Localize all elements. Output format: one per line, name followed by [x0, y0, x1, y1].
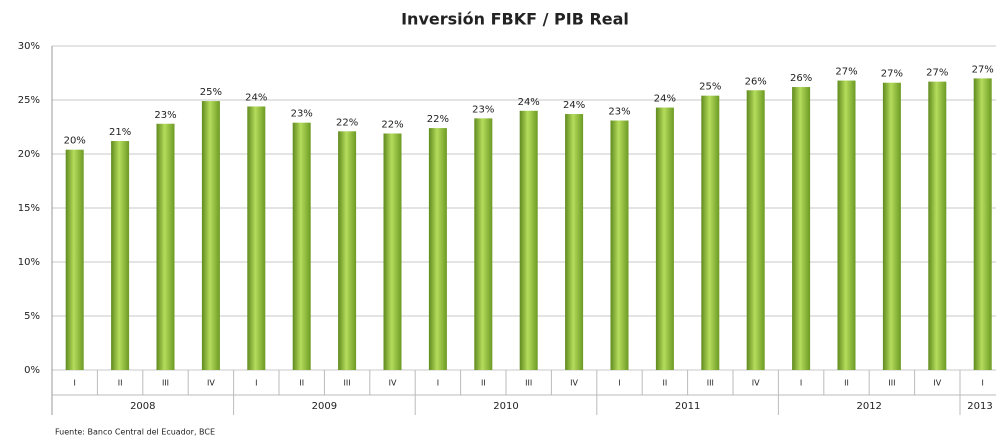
value-label: 23% — [472, 104, 494, 115]
x-tick-label: III — [525, 379, 532, 388]
value-label: 22% — [336, 117, 358, 128]
x-tick-label: IV — [933, 379, 941, 388]
y-tick-label: 20% — [18, 149, 40, 160]
x-tick-label: I — [982, 379, 984, 388]
bar — [201, 101, 220, 370]
x-tick-label: III — [344, 379, 351, 388]
bar — [928, 81, 947, 370]
value-label: 26% — [790, 73, 812, 84]
chart-title: Inversión FBKF / PIB Real — [401, 10, 629, 29]
bar — [655, 107, 674, 370]
value-label: 27% — [926, 68, 948, 79]
bar — [156, 123, 175, 370]
x-tick-label: IV — [570, 379, 578, 388]
value-label: 22% — [427, 114, 449, 125]
value-label: 26% — [745, 76, 767, 87]
x-tick-label: IV — [752, 379, 760, 388]
x-tick-label: III — [888, 379, 895, 388]
bar — [428, 128, 447, 370]
bar — [111, 141, 130, 370]
y-tick-label: 10% — [18, 257, 40, 268]
value-label: 23% — [291, 109, 313, 120]
value-label: 24% — [518, 97, 540, 108]
value-label: 25% — [200, 87, 222, 98]
x-tick-label: IV — [389, 379, 397, 388]
x-tick-label: III — [162, 379, 169, 388]
bar — [792, 87, 811, 370]
x-tick-label: II — [299, 379, 304, 388]
bar — [882, 82, 901, 370]
y-tick-label: 30% — [18, 41, 40, 52]
year-label: 2008 — [130, 401, 155, 412]
x-tick-label: II — [118, 379, 123, 388]
value-label: 24% — [245, 92, 267, 103]
bar — [610, 120, 629, 371]
source-note: Fuente: Banco Central del Ecuador, BCE — [55, 428, 215, 437]
bar — [746, 90, 765, 370]
bar — [292, 122, 311, 371]
value-label: 20% — [64, 136, 86, 147]
x-tick-label: I — [74, 379, 76, 388]
y-tick-label: 25% — [18, 95, 40, 106]
year-label: 2010 — [493, 401, 518, 412]
x-tick-label: I — [618, 379, 620, 388]
value-label: 24% — [654, 94, 676, 105]
bar — [701, 95, 720, 371]
x-tick-label: I — [437, 379, 439, 388]
value-label: 21% — [109, 127, 131, 138]
value-label: 22% — [381, 119, 403, 130]
bar — [65, 149, 84, 370]
value-label: 23% — [608, 107, 630, 118]
bar — [247, 106, 266, 370]
bar — [565, 114, 584, 370]
year-label: 2012 — [856, 401, 881, 412]
bar — [474, 118, 493, 370]
value-label: 27% — [881, 69, 903, 80]
bar — [973, 78, 992, 371]
x-tick-label: II — [481, 379, 486, 388]
value-label: 27% — [972, 64, 994, 75]
value-label: 25% — [699, 82, 721, 93]
x-tick-label: I — [255, 379, 257, 388]
year-label: 2013 — [967, 401, 992, 412]
year-label: 2011 — [675, 401, 700, 412]
x-tick-label: II — [844, 379, 849, 388]
x-tick-label: II — [663, 379, 668, 388]
bar — [338, 131, 357, 370]
x-tick-label: I — [800, 379, 802, 388]
y-tick-label: 0% — [24, 365, 40, 376]
value-label: 27% — [835, 67, 857, 78]
value-label: 23% — [154, 110, 176, 121]
bar — [519, 110, 538, 371]
value-label: 24% — [563, 100, 585, 111]
y-tick-label: 5% — [24, 311, 40, 322]
bar — [837, 80, 856, 370]
x-tick-label: IV — [207, 379, 215, 388]
x-tick-label: III — [707, 379, 714, 388]
y-tick-label: 15% — [18, 203, 40, 214]
bar — [383, 133, 402, 370]
year-label: 2009 — [312, 401, 337, 412]
